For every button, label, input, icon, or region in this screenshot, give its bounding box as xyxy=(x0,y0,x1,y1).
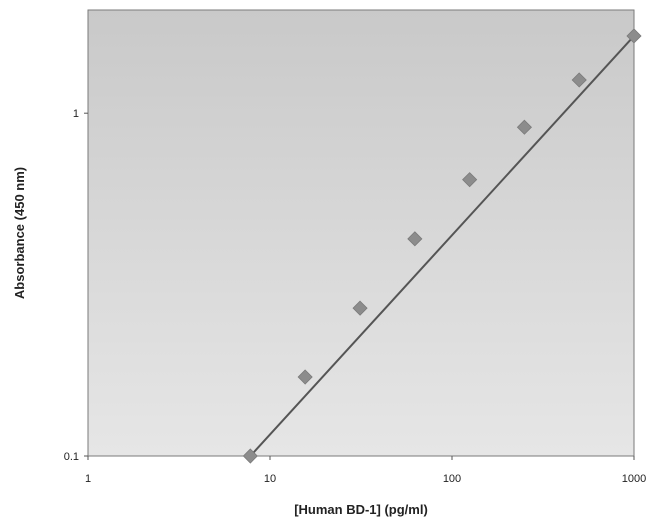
data-point xyxy=(516,119,532,135)
x-tick-label: 1000 xyxy=(622,473,646,485)
x-tick-label: 10 xyxy=(264,473,276,485)
fit-line xyxy=(249,35,635,457)
data-point xyxy=(571,72,587,88)
plot-area xyxy=(87,9,635,457)
y-tick-label: 1 xyxy=(73,108,79,120)
data-point xyxy=(626,28,642,44)
y-axis-title: Absorbance (450 nm) xyxy=(12,167,27,299)
data-points xyxy=(242,28,642,464)
x-tick-label: 100 xyxy=(443,473,461,485)
x-tick-label: 1 xyxy=(85,473,91,485)
data-point xyxy=(297,369,313,385)
data-point xyxy=(462,172,478,188)
data-point xyxy=(242,448,258,464)
x-axis-title: [Human BD-1] (pg/ml) xyxy=(294,502,428,517)
axis-ticks xyxy=(84,112,635,460)
data-point xyxy=(407,231,423,247)
x-tick-labels: 1 10 100 1000 xyxy=(85,473,646,485)
data-point xyxy=(352,300,368,316)
y-tick-labels: 0.11 xyxy=(64,108,79,463)
y-tick-label: 0.1 xyxy=(64,451,79,463)
